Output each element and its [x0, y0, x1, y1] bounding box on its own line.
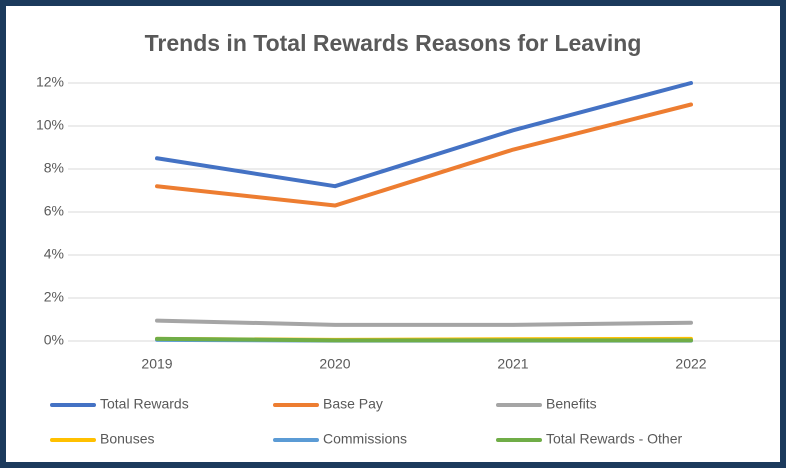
legend-label: Total Rewards - Other [546, 431, 682, 447]
x-tick-label: 2021 [497, 356, 528, 372]
series-line [155, 318, 693, 327]
x-tick-label: 2019 [141, 356, 172, 372]
legend-label: Base Pay [323, 396, 383, 412]
x-tick-label: 2020 [319, 356, 350, 372]
series-line [155, 81, 693, 189]
x-tick-label: 2022 [675, 356, 706, 372]
y-tick-label: 8% [44, 160, 64, 176]
y-tick-label: 4% [44, 246, 64, 262]
series-line [155, 102, 693, 208]
y-tick-label: 2% [44, 289, 64, 305]
legend-label: Bonuses [100, 431, 154, 447]
y-tick-label: 0% [44, 332, 64, 348]
chart-title: Trends in Total Rewards Reasons for Leav… [145, 30, 642, 56]
legend-label: Total Rewards [100, 396, 189, 412]
y-tick-label: 10% [36, 117, 64, 133]
legend-label: Benefits [546, 396, 597, 412]
y-tick-label: 6% [44, 203, 64, 219]
y-tick-label: 12% [36, 74, 64, 90]
series-line [155, 336, 693, 343]
legend-label: Commissions [323, 431, 407, 447]
